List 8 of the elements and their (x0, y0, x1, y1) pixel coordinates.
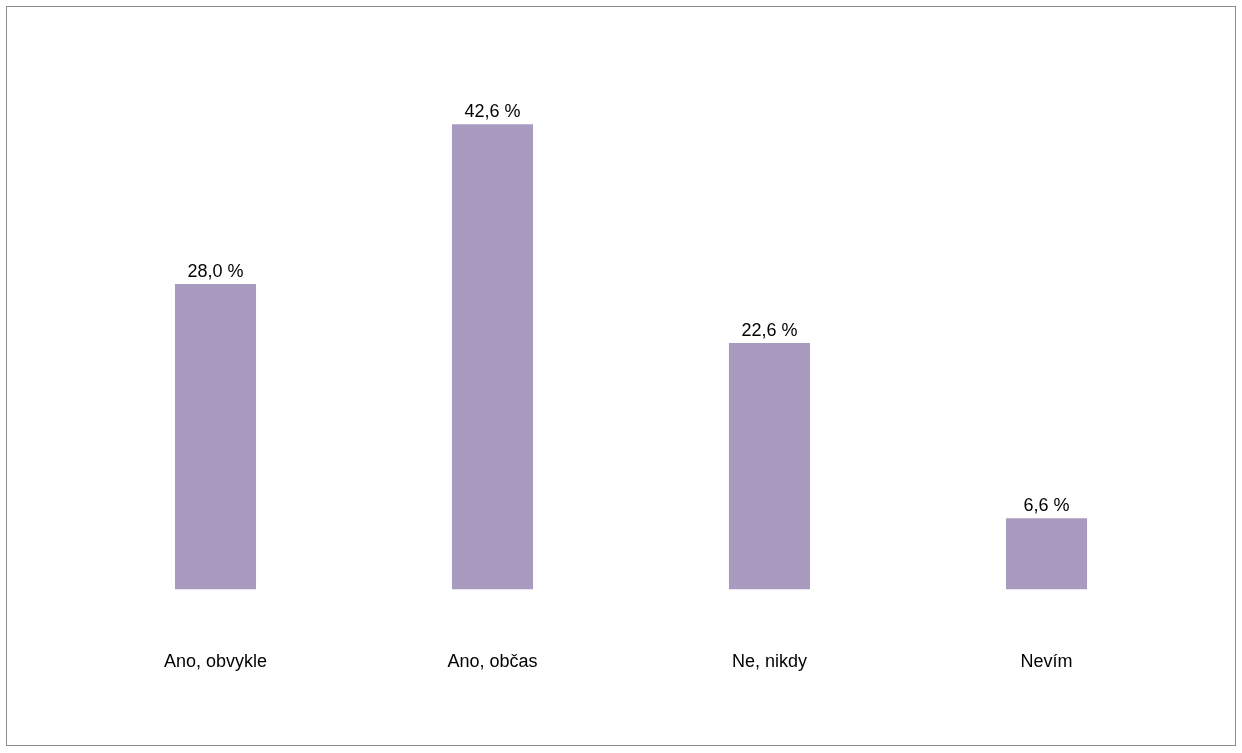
data-label: 6,6 % (1023, 495, 1070, 516)
x-tick-label: Nevím (1020, 651, 1073, 672)
data-label: 22,6 % (741, 320, 798, 341)
x-tick-label: Ne, nikdy (731, 651, 808, 672)
data-label: 42,6 % (464, 101, 521, 122)
x-tick-label: Ano, občas (447, 651, 538, 672)
x-tick-label: Ano, obvykle (163, 651, 268, 672)
data-label: 28,0 % (187, 260, 244, 281)
